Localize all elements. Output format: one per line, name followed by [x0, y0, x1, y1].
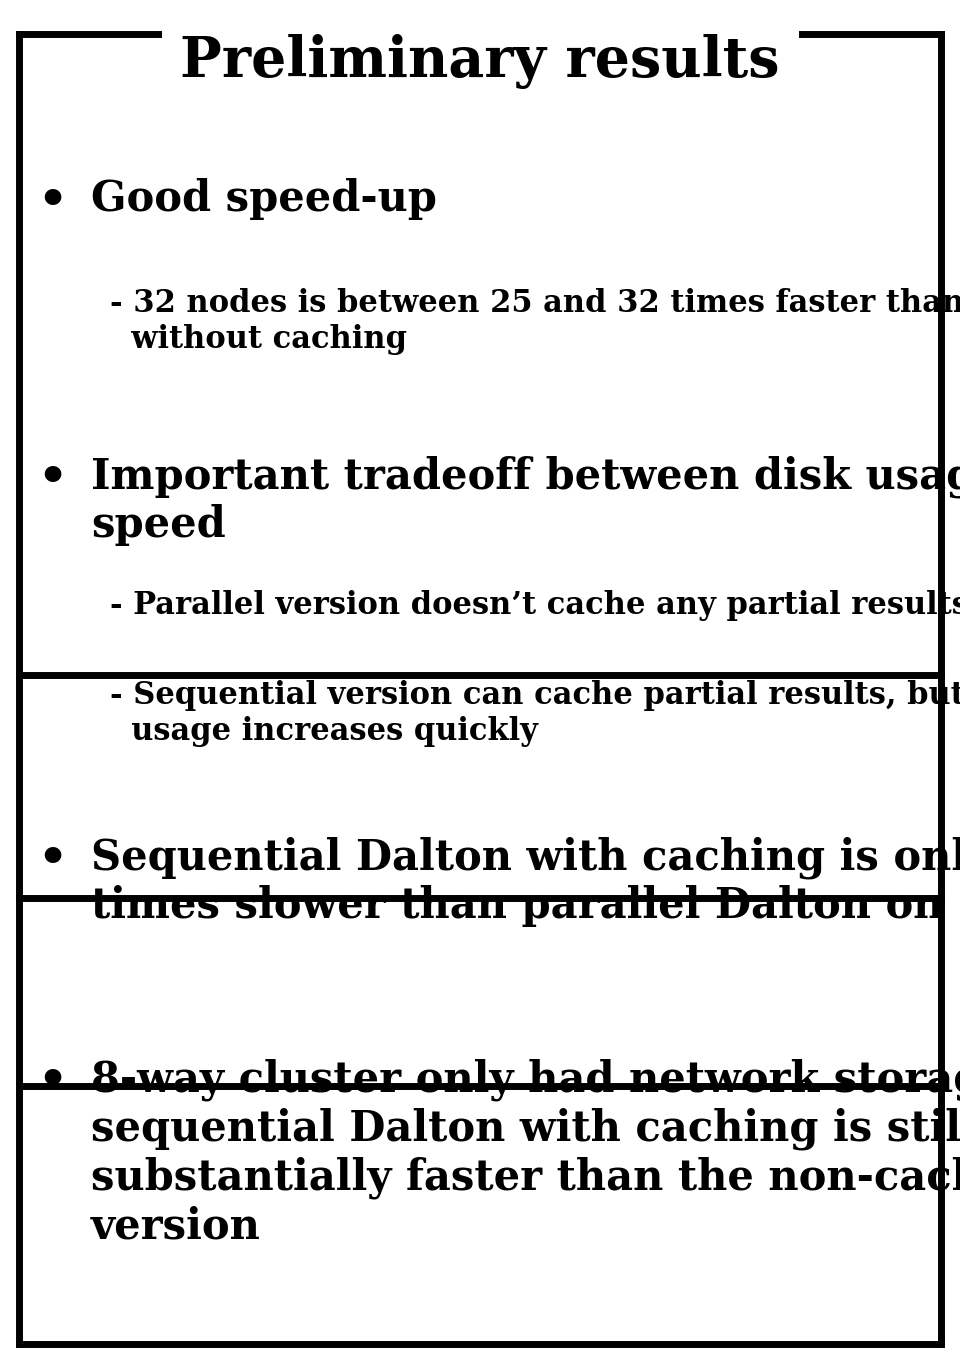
- Text: Sequential Dalton with caching is only 3-5
times slower than parallel Dalton on : Sequential Dalton with caching is only 3…: [91, 836, 960, 927]
- Text: - Parallel version doesn’t cache any partial results: - Parallel version doesn’t cache any par…: [110, 590, 960, 621]
- Text: Good speed-up: Good speed-up: [91, 178, 437, 221]
- Text: - Sequential version can cache partial results, but disk
  usage increases quick: - Sequential version can cache partial r…: [110, 680, 960, 747]
- Text: •: •: [37, 836, 68, 883]
- Text: Important tradeoff between disk usage and
speed: Important tradeoff between disk usage an…: [91, 455, 960, 546]
- Text: Preliminary results: Preliminary results: [180, 34, 780, 89]
- Text: •: •: [37, 1058, 68, 1105]
- Text: - 32 nodes is between 25 and 32 times faster than 1 CPU
  without caching: - 32 nodes is between 25 and 32 times fa…: [110, 288, 960, 355]
- Text: •: •: [37, 178, 68, 225]
- Text: 8-way cluster only had network storage, yet
sequential Dalton with caching is st: 8-way cluster only had network storage, …: [91, 1058, 960, 1248]
- Text: •: •: [37, 455, 68, 502]
